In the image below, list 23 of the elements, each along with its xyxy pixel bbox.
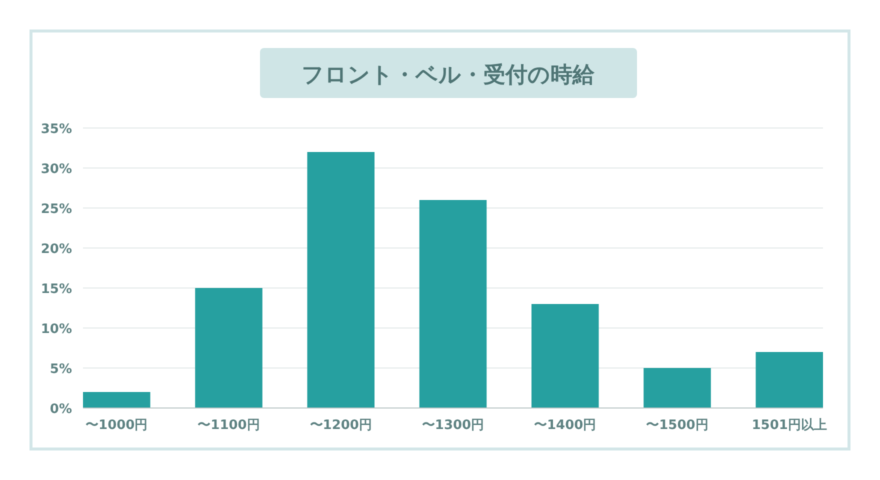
y-tick-label: 30% [40,162,72,177]
bar [195,288,262,408]
bar [756,352,823,408]
x-tick-label: 〜1200円 [310,418,372,433]
y-tick-label: 25% [40,202,72,217]
y-tick-label: 10% [40,322,72,337]
chart-title: フロント・ベル・受付の時給 [302,63,596,88]
x-tick-label: 〜1000円 [86,418,148,433]
y-tick-label: 0% [50,402,72,417]
y-tick-label: 20% [40,242,72,257]
x-tick-label: 〜1300円 [422,418,484,433]
y-tick-label: 15% [40,282,72,297]
bar [307,152,375,408]
bar [531,304,599,408]
bar [419,200,487,408]
bar [83,392,150,408]
y-tick-label: 35% [40,122,72,137]
bar [644,368,711,408]
x-tick-label: 〜1400円 [534,418,596,433]
x-tick-label: 〜1500円 [646,418,708,433]
x-tick-label: 〜1100円 [198,418,260,433]
x-tick-label: 1501円以上 [752,418,827,433]
y-tick-label: 5% [50,362,72,377]
